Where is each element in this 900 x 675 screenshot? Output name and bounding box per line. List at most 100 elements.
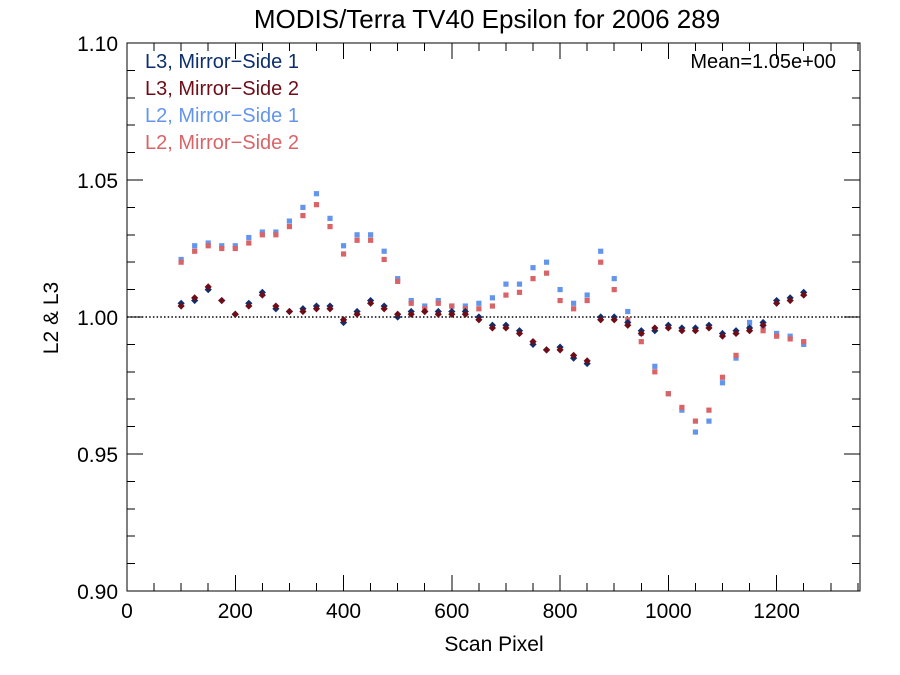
data-point (286, 223, 293, 230)
data-point (638, 339, 644, 345)
x-tick-label: 400 (326, 600, 361, 623)
data-point (637, 329, 645, 338)
data-point (380, 305, 388, 313)
series-3 (178, 202, 807, 424)
data-point (408, 300, 414, 306)
data-point (368, 232, 374, 238)
x-tick-label: 1200 (753, 600, 800, 623)
data-point (273, 232, 279, 238)
data-point (584, 297, 590, 304)
data-point (760, 328, 766, 334)
y-tick-label: 1.10 (77, 33, 118, 56)
data-point (339, 316, 348, 324)
data-point (286, 218, 293, 224)
data-point (679, 407, 685, 413)
data-point (625, 308, 631, 315)
data-point (516, 281, 523, 287)
data-point (326, 305, 334, 313)
data-point (801, 339, 807, 345)
data-point (178, 259, 184, 265)
data-point (598, 248, 604, 254)
data-point (745, 327, 754, 335)
data-point (801, 341, 807, 347)
data-point (246, 240, 252, 246)
y-tick-label: 1.00 (77, 307, 118, 330)
data-point (395, 278, 401, 284)
data-point (516, 289, 523, 295)
data-point (327, 215, 333, 221)
data-point (746, 319, 753, 326)
data-point (691, 327, 700, 335)
data-point (313, 191, 320, 197)
data-point (557, 297, 563, 304)
data-point (272, 302, 280, 310)
legend-entry: L3, Mirror−Side 1 (145, 51, 299, 73)
data-point (354, 237, 360, 243)
data-point (340, 251, 347, 257)
y-axis-title: L2 & L3 (40, 282, 63, 354)
data-point (611, 276, 617, 282)
legend-entry: L2, Mirror−Side 2 (145, 132, 299, 154)
x-tick-label: 600 (434, 600, 469, 623)
data-point (367, 299, 375, 307)
y-tick-label: 1.05 (77, 170, 118, 193)
data-point (422, 303, 428, 309)
legend: L3, Mirror−Side 1 L3, Mirror−Side 2 L2, Mi… (145, 51, 299, 154)
y-tick-label: 0.95 (77, 444, 118, 467)
data-points (177, 191, 808, 435)
data-point (476, 300, 482, 306)
data-point (692, 418, 699, 424)
data-point (664, 324, 672, 332)
data-point (543, 259, 550, 265)
chart-title: MODIS/Terra TV40 Epsilon for 2006 289 (254, 4, 720, 34)
data-point (530, 265, 536, 271)
data-point (449, 303, 455, 309)
data-point (434, 310, 442, 318)
data-point (218, 296, 226, 305)
data-point (570, 351, 578, 359)
y-tick-label: 0.90 (77, 581, 118, 604)
series-2 (178, 191, 807, 435)
legend-entry: L3, Mirror−Side 2 (145, 78, 299, 100)
data-point (706, 418, 712, 424)
data-point (787, 336, 793, 342)
data-point (285, 307, 294, 316)
data-point (530, 276, 536, 282)
data-point (245, 302, 253, 310)
data-point (327, 223, 333, 230)
data-point (435, 297, 441, 304)
data-point (476, 306, 482, 312)
data-point (394, 310, 402, 318)
plot-frame (126, 42, 861, 592)
data-point (718, 332, 727, 340)
data-point (652, 369, 658, 375)
data-point (774, 333, 780, 339)
data-point (273, 229, 279, 235)
data-point (611, 287, 617, 293)
data-point (571, 300, 577, 306)
x-axis-title: Scan Pixel (444, 633, 543, 656)
data-point (232, 243, 238, 249)
data-point (461, 310, 469, 318)
data-point (787, 333, 793, 339)
data-point (191, 294, 199, 302)
data-point (692, 429, 699, 435)
series-1 (177, 283, 808, 365)
data-point (381, 256, 387, 263)
data-point (557, 287, 563, 293)
data-point (300, 204, 306, 210)
data-point (732, 329, 740, 338)
data-point (678, 327, 686, 335)
data-point (313, 202, 320, 208)
data-point (177, 302, 185, 310)
data-point (368, 237, 374, 243)
legend-entry: L2, Mirror−Side 1 (145, 105, 299, 127)
data-point (665, 391, 671, 397)
mean-annotation: Mean=1.05e+00 (690, 51, 836, 73)
axis-ticks: 0 200 400 600 800 1000 1200 0.90 0.95 1.00 1.05 1.1… (77, 33, 860, 623)
x-tick-label: 800 (543, 600, 578, 623)
data-point (503, 281, 509, 287)
data-point (312, 305, 321, 313)
data-point (192, 248, 198, 254)
